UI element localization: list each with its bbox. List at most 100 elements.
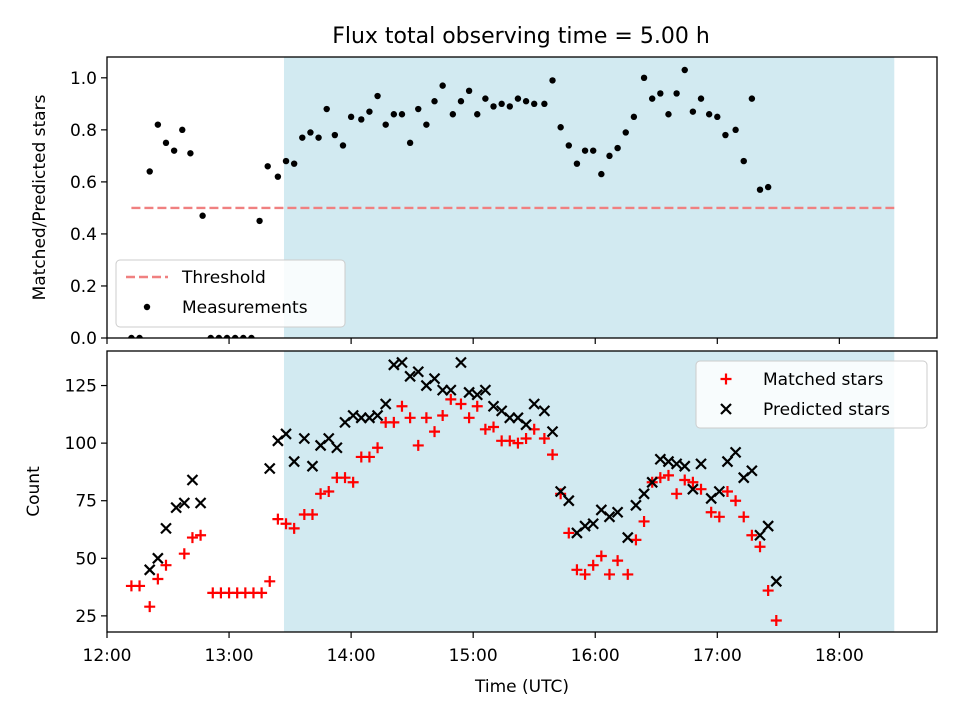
measurement-point: [722, 131, 729, 139]
measurement-point: [170, 147, 178, 154]
matched-star-point: [144, 601, 156, 613]
predicted-star-point: [463, 386, 475, 399]
matched-star-point: [347, 476, 359, 488]
matched-star-point: [520, 433, 532, 445]
matched-star-point: [721, 486, 733, 497]
predicted-star-point: [654, 453, 667, 466]
x-tick-label: 13:00: [205, 646, 254, 666]
predicted-star-point: [622, 531, 634, 544]
measurement-point: [439, 82, 446, 89]
y-tick-label: 1.0: [70, 69, 97, 89]
matched-star-point: [679, 474, 691, 486]
data-points: [128, 66, 772, 338]
measurement-point: [541, 100, 548, 108]
predicted-star-point: [298, 432, 311, 445]
measurement-point: [498, 100, 505, 108]
measurement-point: [415, 105, 422, 113]
matched-star-point: [412, 439, 424, 451]
measurement-point: [331, 131, 339, 139]
predicted-star-point: [554, 485, 567, 498]
matched-star-point: [363, 451, 375, 463]
predicted-star-point: [445, 384, 457, 396]
predicted-star-point: [396, 356, 408, 369]
measurement-point: [274, 173, 282, 180]
matched-star-point: [630, 534, 642, 546]
predicted-star-point: [379, 398, 392, 410]
measurement-point: [431, 98, 438, 105]
measurement-point: [565, 142, 572, 149]
x-axis-label: Time (UTC): [474, 677, 569, 697]
y-tick-label: 0.2: [70, 277, 97, 297]
legend-threshold-label: Threshold: [181, 268, 266, 288]
matched-star-point: [429, 426, 441, 438]
matched-star-point: [280, 518, 292, 530]
measurement-point: [187, 150, 194, 157]
matched-star-point: [638, 515, 650, 527]
matched-star-point: [396, 400, 408, 412]
measurement-point: [128, 334, 135, 338]
measurement-point: [681, 66, 688, 74]
predicted-star-point: [528, 398, 540, 410]
predicted-star-point: [331, 441, 343, 454]
measurement-point: [374, 92, 381, 100]
matched-star-point: [754, 541, 766, 553]
measurement-point: [756, 186, 764, 193]
predicted-star-point: [729, 446, 742, 459]
matched-star-point: [437, 409, 449, 421]
measurement-point: [506, 103, 513, 110]
matched-star-point: [687, 476, 699, 488]
measurement-point: [557, 124, 564, 131]
matched-star-point: [730, 495, 742, 507]
measurement-point: [764, 183, 772, 191]
measurement-point: [215, 334, 223, 338]
x-tick-label: 15:00: [449, 646, 498, 666]
plot-frame: [106, 56, 938, 339]
measurement-point: [665, 111, 672, 118]
measurement-point: [640, 74, 648, 82]
measurement-point: [358, 116, 365, 123]
matched-star-point: [713, 511, 725, 523]
matched-star-point: [178, 548, 190, 560]
predicted-star-point: [670, 458, 683, 470]
measurement-point: [630, 113, 638, 121]
predicted-star-point: [428, 372, 441, 385]
legend-box: [115, 259, 346, 328]
y-tick-label: 25: [75, 607, 97, 627]
measurement-point: [514, 95, 522, 102]
matched-star-point: [479, 423, 491, 435]
x-tick-label: 18:00: [815, 646, 864, 666]
y-tick-label: 0.8: [70, 121, 97, 141]
measurement-point: [673, 90, 680, 97]
y-axis-label: Count: [24, 466, 44, 517]
legend-measurement-label: Measurements: [182, 298, 308, 318]
predicted-star-point: [363, 412, 376, 424]
matched-star-point: [671, 488, 683, 500]
predicted-star-point: [754, 529, 766, 542]
measurement-point: [366, 108, 373, 115]
matched-star-point: [612, 555, 624, 567]
matched-star-point: [705, 506, 717, 518]
predicted-star-point: [538, 405, 551, 417]
y-tick-label: 125: [65, 377, 97, 397]
matched-star-point: [288, 522, 300, 534]
matched-star-point: [152, 573, 164, 585]
matched-star-point: [195, 529, 207, 541]
matched-star-point: [603, 568, 615, 580]
measurement-point: [323, 105, 330, 113]
matched-star-point: [339, 472, 351, 484]
measurement-point: [231, 334, 239, 338]
matched-star-point: [504, 435, 516, 447]
measurement-point: [474, 111, 481, 118]
measurement-point: [256, 217, 263, 225]
count-panel: 25 50 75 100 125 12:00 13:00 14:00 15:00 16:00 17:…: [24, 350, 938, 697]
measurement-point: [146, 168, 153, 175]
y-tick-label: 50: [75, 549, 97, 569]
predicted-star-point: [687, 483, 699, 495]
x-tick-label: 16:00: [571, 646, 620, 666]
predicted-star-point: [579, 520, 591, 532]
measurement-point: [423, 121, 430, 128]
measurement-point: [398, 111, 406, 118]
matched-star-point: [695, 483, 707, 495]
predicted-star-point: [160, 522, 172, 535]
measurement-point: [179, 126, 186, 134]
